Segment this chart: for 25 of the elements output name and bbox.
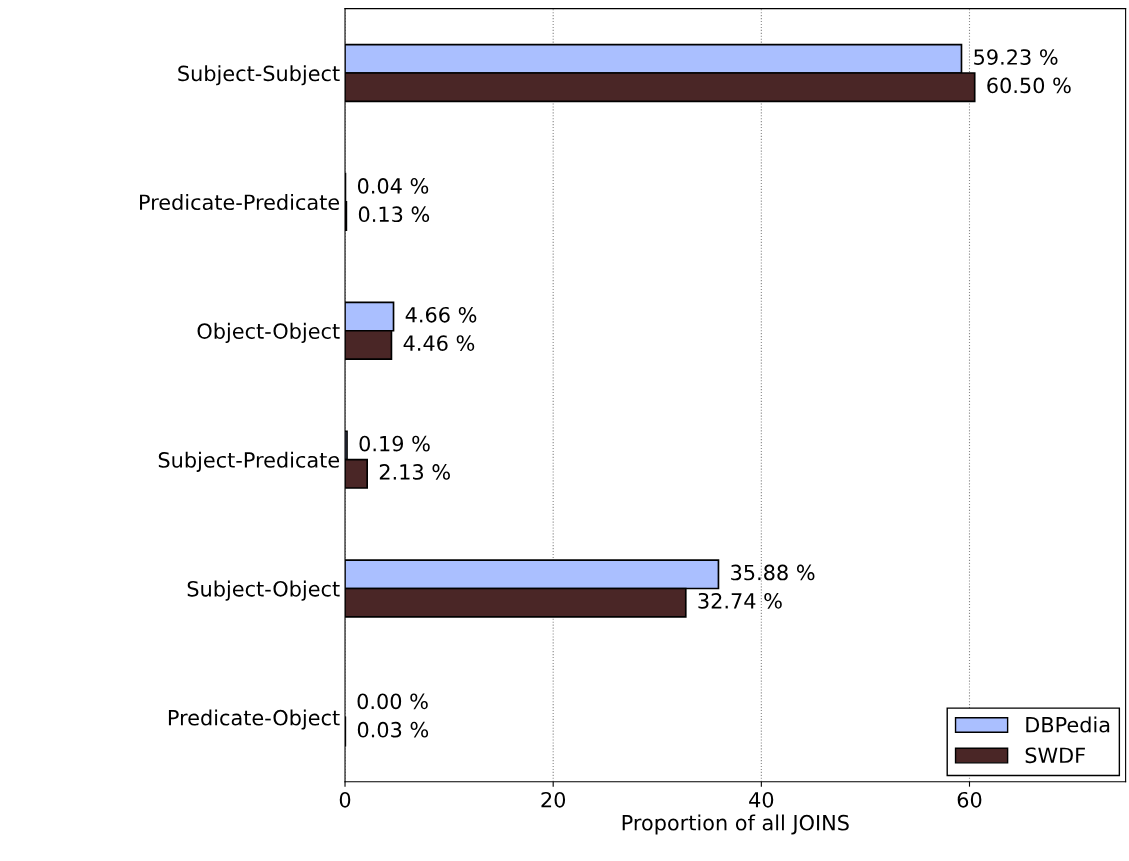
data-label: 4.66 %	[405, 306, 477, 323]
y-tick-label: Predicate-Object	[168, 709, 340, 730]
data-label: 0.00 %	[357, 693, 428, 710]
data-label: 59.23 %	[974, 49, 1058, 65]
legend-label: DBPedia	[1026, 716, 1110, 733]
x-axis-title: Proportion of all JOINS	[622, 814, 849, 835]
data-label: 60.50 %	[987, 77, 1071, 94]
y-tick-label: Predicate-Predicate	[140, 193, 340, 211]
x-tick-label: 60	[957, 791, 982, 808]
data-label: 2.13 %	[379, 464, 450, 480]
data-label: 0.13 %	[358, 206, 430, 223]
data-label: 0.03 %	[357, 721, 429, 738]
data-label: 4.46 %	[403, 335, 475, 351]
y-tick-label: Subject-Predicate	[158, 451, 340, 472]
y-tick-label: Object-Object	[197, 322, 340, 344]
legend-label: SWDF	[1025, 747, 1085, 764]
data-label: 35.88 %	[731, 564, 815, 581]
x-tick-label: 40	[749, 791, 774, 808]
x-tick-label: 0	[339, 791, 351, 808]
data-label: 0.19 %	[359, 435, 430, 452]
x-tick-label: 20	[541, 791, 566, 808]
y-tick-label: Subject-Object	[187, 580, 340, 601]
data-label: 32.74 %	[698, 592, 782, 609]
data-label: 0.04 %	[357, 178, 429, 194]
y-tick-label: Subject-Subject	[178, 65, 340, 86]
